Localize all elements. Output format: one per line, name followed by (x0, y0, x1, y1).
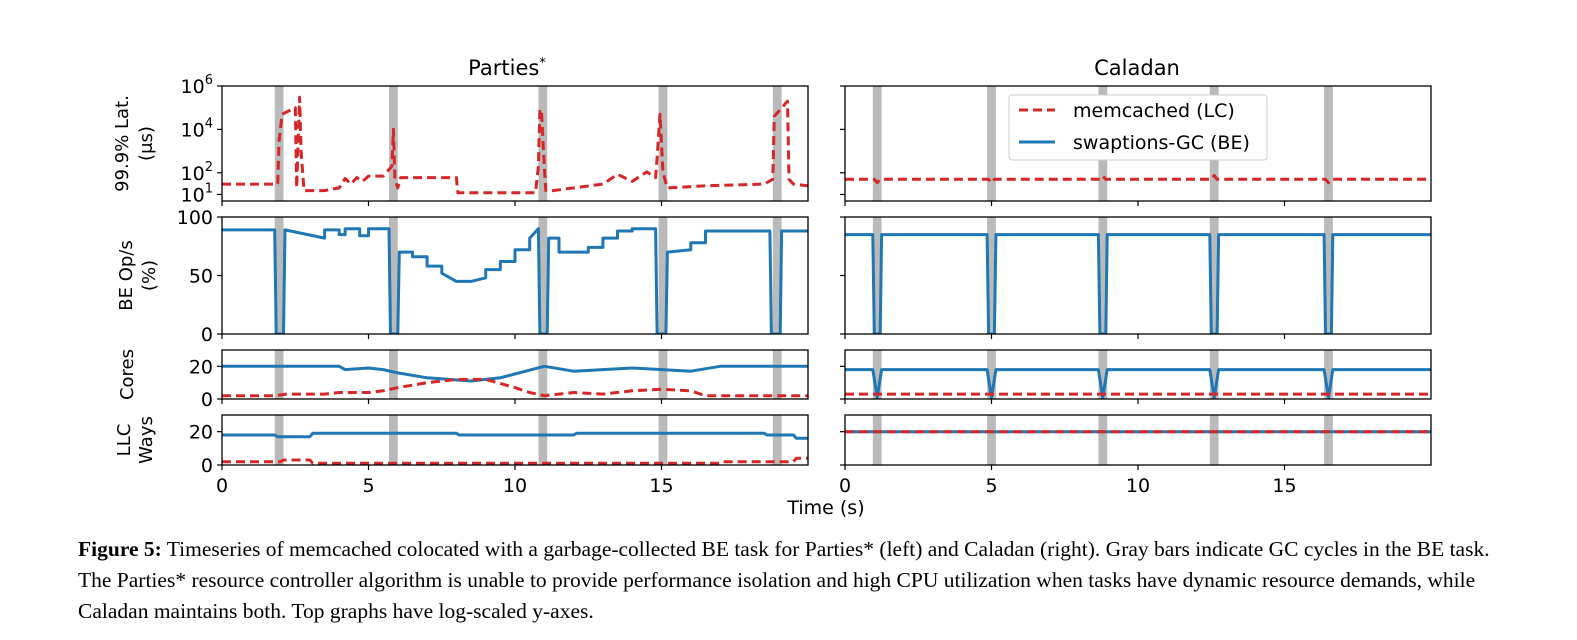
gc-bar-0-2-2 (538, 350, 548, 399)
gc-bar-0-1-2 (538, 217, 548, 334)
series-be-0-1 (222, 227, 808, 334)
gc-bar-1-1-0 (872, 217, 882, 334)
gc-bar-1-1-1 (987, 217, 996, 334)
caption-label: Figure 5: (78, 537, 162, 561)
series-be-1-1 (845, 233, 1431, 334)
gc-bar-0-1-0 (274, 217, 284, 334)
panel-1: 0 5 10 15 (839, 85, 1432, 497)
gc-bar-1-2-3 (1209, 350, 1219, 399)
gc-bar-0-3-1 (389, 415, 398, 465)
legend-label-be: swaptions-GC (BE) (1073, 132, 1250, 154)
gc-bar-1-3-3 (1209, 415, 1219, 465)
axes-frame-0-0 (221, 85, 809, 202)
gc-bar-1-3-1 (987, 415, 996, 465)
series-lc-0-0 (222, 95, 808, 195)
panel-1-row-2 (840, 349, 1432, 404)
row-label-3-part-0: LLC (114, 424, 135, 457)
x-tick-label-1-2: 10 (1126, 475, 1150, 497)
caption-text: Timeseries of memcached colocated with a… (78, 537, 1490, 623)
panel-title-parties-suffix: * (539, 56, 546, 71)
gc-bar-0-1-1 (389, 217, 398, 334)
gc-bar-0-1-3 (658, 217, 668, 334)
x-tick-label-0-0: 0 (216, 475, 228, 497)
row-label-3-part-1: Ways (136, 416, 157, 464)
gc-bar-0-0-4 (772, 86, 782, 201)
gc-bar-1-2-1 (987, 350, 996, 399)
gc-bar-1-0-4 (1324, 86, 1333, 201)
x-tick-label-1-1: 5 (985, 475, 997, 497)
series-be-1-2 (845, 368, 1431, 399)
series-lc-0-2 (222, 377, 808, 398)
gc-bar-1-3-4 (1324, 415, 1333, 465)
gc-bar-0-2-1 (389, 350, 398, 399)
row-label-2-part-0: Cores (117, 349, 138, 400)
legend-box (1008, 94, 1268, 161)
gc-bar-1-1-3 (1209, 217, 1219, 334)
row-label-0-part-0: 99.9% Lat. (112, 95, 133, 192)
series-be-0-2 (222, 364, 808, 383)
y-tick-label-0-0-3: 101 (181, 181, 213, 206)
axes-frame-1-2 (844, 349, 1432, 400)
gc-bar-0-3-3 (658, 415, 668, 465)
legend: memcached (LC) swaptions-GC (BE) (1008, 94, 1268, 161)
gc-bar-0-1-4 (772, 217, 782, 334)
series-lc-0-3 (222, 456, 808, 465)
y-tick-label-0-3-0: 20 (189, 422, 213, 444)
series-lc-1-0 (845, 174, 1431, 185)
gc-bar-1-0-0 (872, 86, 882, 201)
gc-bar-0-2-3 (658, 350, 668, 399)
gc-bar-0-3-2 (538, 415, 548, 465)
y-tick-label-0-1-2: 0 (201, 324, 213, 346)
legend-label-lc: memcached (LC) (1073, 100, 1235, 122)
gc-bar-1-2-2 (1098, 350, 1108, 399)
y-tick-label-0-1-1: 50 (189, 266, 213, 288)
panel-1-row-3: 0 5 10 15 (839, 414, 1432, 497)
gc-bar-1-0-1 (987, 86, 996, 201)
gc-bar-0-3-4 (772, 415, 782, 465)
y-tick-label-0-0-0: 106 (181, 73, 213, 98)
y-tick-label-0-2-1: 0 (201, 389, 213, 411)
figure-caption: Figure 5: Timeseries of memcached coloca… (78, 534, 1518, 627)
x-axis-label: Time (s) (786, 497, 864, 519)
series-be-0-3 (222, 431, 808, 440)
axes-frame-1-3 (844, 414, 1432, 466)
gc-bar-1-1-4 (1324, 217, 1333, 334)
gc-bar-0-0-0 (274, 86, 284, 201)
axes-frame-0-3 (221, 414, 809, 466)
row-label-1-part-1: (%) (139, 260, 160, 291)
row-label-0-part-1: (μs) (136, 126, 157, 161)
gc-bar-1-2-4 (1324, 350, 1333, 399)
panel-title-parties: Parties* (468, 56, 546, 80)
panel-0-row-1: 100 50 0 (177, 207, 809, 346)
panel-0-row-3: 20 00 5 10 15 (189, 414, 809, 497)
x-tick-label-0-1: 5 (362, 475, 374, 497)
x-tick-label-1-0: 0 (839, 475, 851, 497)
gc-bar-1-3-2 (1098, 415, 1108, 465)
gc-bar-0-0-3 (658, 86, 668, 201)
gc-bar-0-2-0 (274, 350, 284, 399)
panel-1-row-1 (840, 216, 1432, 339)
timeseries-figure: Parties* Caladan 99.9% Lat. (μs) BE Op/s (%… (112, 56, 1432, 519)
y-tick-label-0-2-0: 20 (189, 356, 213, 378)
y-tick-label-0-1-0: 100 (177, 207, 213, 229)
y-tick-label-0-0-1: 104 (181, 116, 213, 141)
panel-0-row-2: 20 0 (189, 349, 809, 411)
gc-bar-1-3-0 (872, 415, 882, 465)
panel-title-caladan: Caladan (1094, 56, 1180, 80)
row-label-1-part-0: BE Op/s (116, 240, 137, 310)
panel-title-parties-text: Parties (468, 56, 539, 80)
x-tick-label-1-3: 15 (1272, 475, 1296, 497)
gc-bar-0-2-4 (772, 350, 782, 399)
y-tick-label-0-3-1: 0 (201, 455, 213, 477)
gc-bar-1-1-2 (1098, 217, 1108, 334)
gc-bar-1-2-0 (872, 350, 882, 399)
y-tick-label-0-0-2: 102 (181, 160, 213, 185)
x-tick-label-0-2: 10 (503, 475, 527, 497)
x-tick-label-0-3: 15 (649, 475, 673, 497)
gc-bar-0-3-0 (274, 415, 284, 465)
